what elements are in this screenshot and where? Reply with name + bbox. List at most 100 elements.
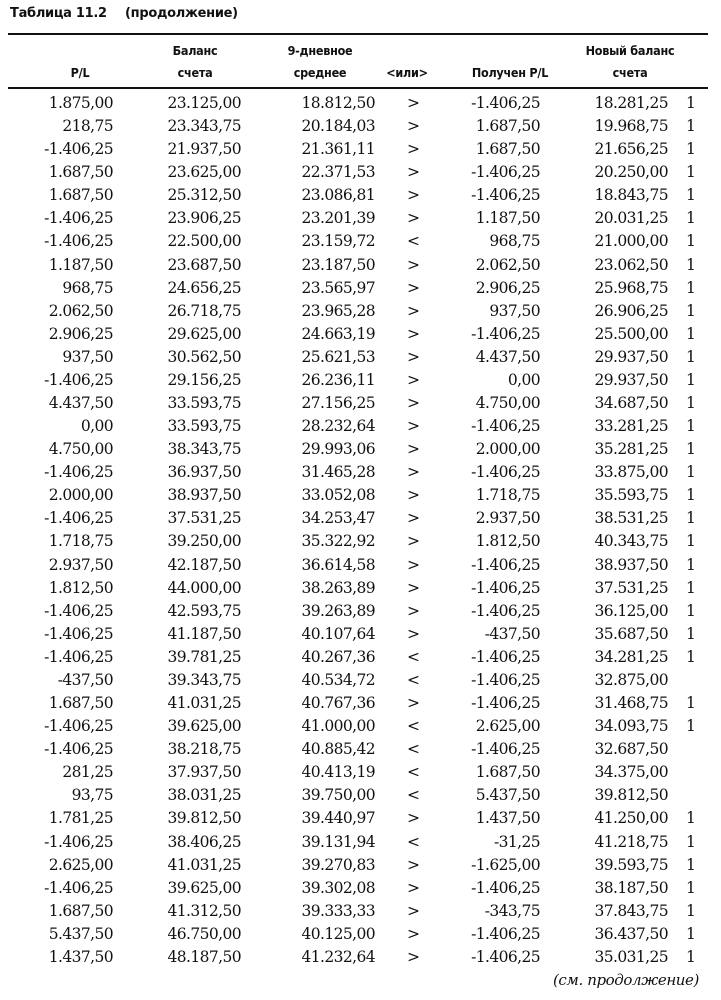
table-row: 218,75 23.343,75 20.184,03 >1.687,50 19.968,… — [0, 115, 721, 138]
table-row: 5.437,50 46.750,00 40.125,00 > -1.406,25 36.4… — [0, 923, 721, 946]
cell-balance: 25.312,50 — [167, 186, 242, 205]
cell-balance: 23.343,75 — [167, 117, 242, 136]
cell-comparison: > — [407, 624, 420, 643]
cell-comparison: > — [407, 140, 420, 159]
cell-balance: 26.718,75 — [167, 301, 242, 320]
cell-pl: -1.406,25 — [44, 832, 113, 851]
cell-received-pl: -1.625,00 — [471, 855, 540, 874]
cell-balance: 30.562,50 — [167, 347, 242, 366]
header-balance-line1: Баланс — [172, 43, 218, 58]
cell-received-pl: 4.750,00 — [475, 394, 541, 413]
cell-new-balance: 35.593,75 — [594, 486, 669, 505]
cell-flag: 1 — [686, 578, 696, 597]
table-row: -1.406,25 21.937,50 21.361,11 >1.687,50 21.6… — [0, 138, 721, 161]
cell-pl: -437,50 — [57, 670, 114, 689]
cell-comparison: < — [407, 647, 420, 666]
cell-balance: 39.343,75 — [167, 670, 242, 689]
cell-pl: 1.781,25 — [48, 809, 114, 828]
cell-pl: 2.625,00 — [48, 855, 114, 874]
continued-footer: (см. продолжение) — [552, 971, 699, 989]
cell-flag: 1 — [686, 509, 696, 528]
cell-received-pl: -1.406,25 — [471, 578, 540, 597]
table-row: 2.062,50 26.718,75 23.965,28 >937,50 26.906,… — [0, 300, 721, 323]
cell-flag: 1 — [686, 417, 696, 436]
header-pl-label: P/L — [70, 65, 90, 80]
cell-received-pl: 1.718,75 — [475, 486, 541, 505]
cell-new-balance: 25.968,75 — [594, 278, 669, 297]
cell-comparison: > — [407, 809, 420, 828]
cell-received-pl: 2.062,50 — [475, 255, 541, 274]
header-balance: Баланс счета — [150, 40, 240, 84]
cell-balance: 29.625,00 — [167, 324, 242, 343]
cell-9day-average: 39.263,89 — [301, 601, 376, 620]
cell-balance: 23.906,25 — [167, 209, 242, 228]
cell-pl: -1.406,25 — [44, 601, 113, 620]
cell-received-pl: -1.406,25 — [471, 601, 540, 620]
cell-flag: 1 — [686, 647, 696, 666]
cell-received-pl: 1.687,50 — [475, 140, 541, 159]
cell-9day-average: 25.621,53 — [301, 347, 376, 366]
table-row: -1.406,25 39.625,00 41.000,00 <2.625,00 34.0… — [0, 715, 721, 738]
cell-balance: 23.125,00 — [167, 94, 242, 112]
table-row: -1.406,25 36.937,50 31.465,28 > -1.406,25 33.… — [0, 461, 721, 484]
cell-new-balance: 21.000,00 — [594, 232, 669, 251]
header-new-balance-line2: счета — [612, 65, 648, 80]
cell-flag: 1 — [686, 878, 696, 897]
cell-pl: 218,75 — [62, 117, 113, 136]
header-9day-average: 9-дневное среднее — [275, 40, 365, 84]
table-body: 1.875,00 23.125,00 18.812,50 > -1.406,25 18.2… — [0, 92, 721, 969]
cell-balance: 39.250,00 — [167, 532, 242, 551]
cell-flag: 1 — [686, 186, 696, 205]
header-average-line2: среднее — [293, 65, 347, 80]
header-rule — [8, 87, 708, 89]
cell-comparison: > — [407, 901, 420, 920]
table-row: -1.406,25 23.906,25 23.201,39 >1.187,50 20.0… — [0, 207, 721, 230]
table-caption: Таблица 11.2 (продолжение) — [10, 6, 252, 21]
cell-pl: -1.406,25 — [44, 209, 113, 228]
cell-new-balance: 36.125,00 — [594, 601, 669, 620]
cell-new-balance: 19.968,75 — [594, 117, 669, 136]
cell-9day-average: 36.614,58 — [301, 555, 376, 574]
cell-9day-average: 39.131,94 — [301, 832, 376, 851]
cell-pl: -1.406,25 — [44, 717, 113, 736]
cell-pl: 937,50 — [62, 347, 113, 366]
table-row: 2.000,00 38.937,50 33.052,08 >1.718,75 35.59… — [0, 484, 721, 507]
cell-new-balance: 18.281,25 — [594, 94, 669, 112]
table-row: -1.406,25 29.156,25 26.236,11 >0,00 29.937,5… — [0, 369, 721, 392]
header-new-balance: Новый баланс счета — [576, 40, 684, 84]
cell-received-pl: -1.406,25 — [471, 417, 540, 436]
cell-new-balance: 37.531,25 — [594, 578, 669, 597]
cell-pl: 1.687,50 — [48, 186, 114, 205]
cell-comparison: > — [407, 117, 420, 136]
cell-9day-average: 21.361,11 — [301, 140, 376, 159]
cell-comparison: < — [407, 763, 420, 782]
table-row: 93,75 38.031,25 39.750,00 <5.437,50 39.812,5… — [0, 784, 721, 807]
cell-comparison: > — [407, 301, 420, 320]
table-row: 2.937,50 42.187,50 36.614,58 > -1.406,25 38.9… — [0, 554, 721, 577]
cell-balance: 33.593,75 — [167, 394, 242, 413]
table-row: 1.718,75 39.250,00 35.322,92 >1.812,50 40.34… — [0, 530, 721, 553]
cell-received-pl: 1.687,50 — [475, 763, 541, 782]
cell-9day-average: 23.159,72 — [301, 232, 376, 251]
cell-received-pl: -1.406,25 — [471, 555, 540, 574]
cell-9day-average: 33.052,08 — [301, 486, 376, 505]
table-row: -1.406,25 41.187,50 40.107,64 > -437,50 35.68… — [0, 623, 721, 646]
cell-9day-average: 29.993,06 — [301, 440, 376, 459]
cell-pl: 1.875,00 — [48, 94, 114, 112]
cell-flag: 1 — [686, 324, 696, 343]
cell-new-balance: 25.500,00 — [594, 324, 669, 343]
cell-balance: 39.812,50 — [167, 809, 242, 828]
table-row: 968,75 24.656,25 23.565,97 >2.906,25 25.968,… — [0, 277, 721, 300]
cell-flag: 1 — [686, 532, 696, 551]
cell-pl: -1.406,25 — [44, 509, 113, 528]
cell-balance: 37.531,25 — [167, 509, 242, 528]
cell-new-balance: 41.250,00 — [594, 809, 669, 828]
cell-flag: 1 — [686, 140, 696, 159]
cell-comparison: > — [407, 324, 420, 343]
cell-new-balance: 41.218,75 — [594, 832, 669, 851]
cell-flag: 1 — [686, 301, 696, 320]
top-rule — [8, 33, 708, 35]
cell-comparison: > — [407, 486, 420, 505]
table-row: 281,25 37.937,50 40.413,19 <1.687,50 34.375,… — [0, 761, 721, 784]
cell-9day-average: 28.232,64 — [301, 417, 376, 436]
